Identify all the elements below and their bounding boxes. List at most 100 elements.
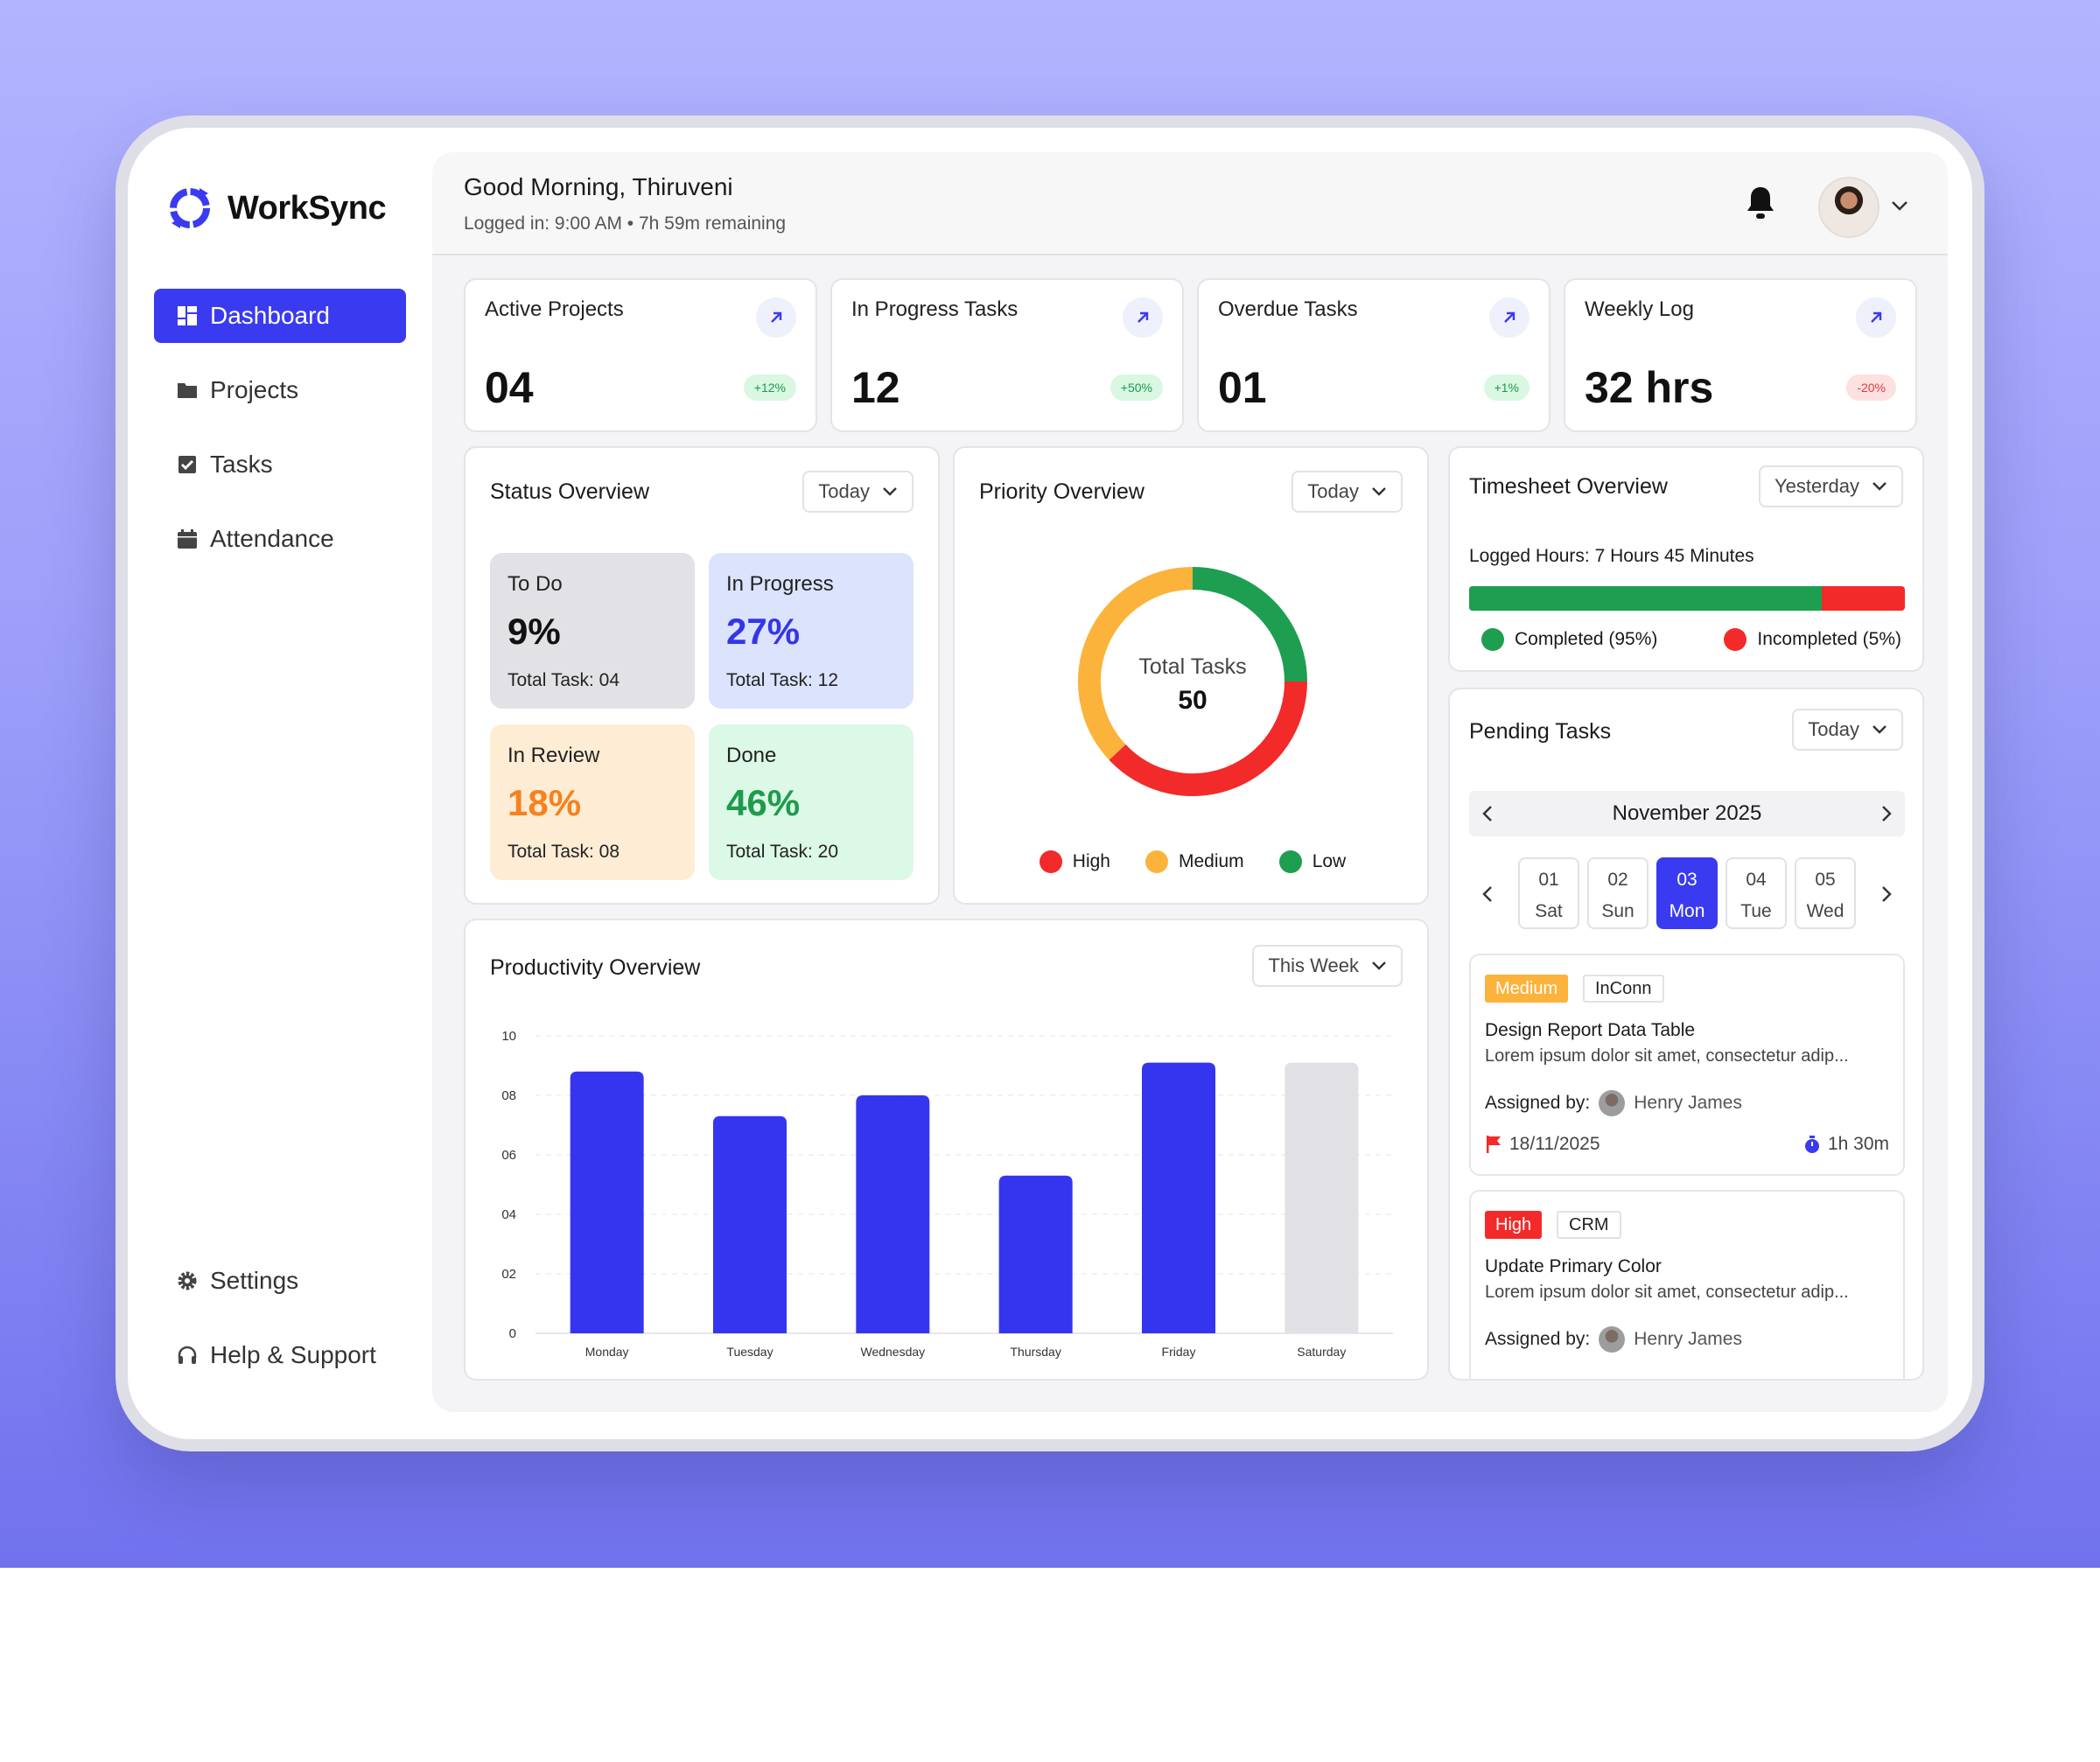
timesheet-overview-card: Timesheet Overview Yesterday Logged Hour… <box>1448 446 1924 672</box>
calendar-icon <box>178 529 197 549</box>
chevron-down-icon[interactable] <box>1890 199 1909 212</box>
day-number: 02 <box>1607 870 1628 890</box>
legend-item-medium: Medium <box>1144 850 1244 873</box>
chevron-right-icon[interactable] <box>1880 805 1893 822</box>
x-tick-label: Tuesday <box>726 1345 773 1359</box>
stat-value: 01 <box>1218 363 1267 412</box>
donut-segment-high[interactable] <box>1109 681 1307 796</box>
timesheet-progress-bar <box>1469 586 1905 611</box>
legend-item-low: Low <box>1278 850 1346 873</box>
bar-thursday[interactable] <box>998 1175 1073 1333</box>
assigned-label: Assigned by: <box>1485 1329 1591 1349</box>
pending-filter-dropdown[interactable]: Today <box>1792 709 1903 751</box>
sidebar-item-label: Projects <box>210 376 299 403</box>
x-tick-label: Friday <box>1162 1345 1196 1359</box>
checkbox-icon <box>178 456 196 473</box>
day-name: Mon <box>1669 901 1705 921</box>
day-selector: 01 Sat 02 Sun 03 Mon 04 Tue 05 Wed <box>1518 857 1859 931</box>
day-04[interactable]: 04 Tue <box>1726 857 1787 929</box>
dropdown-value: Today <box>818 480 870 502</box>
task-title: Design Report Data Table <box>1485 1020 1696 1040</box>
status-tile[interactable]: In Review 18% Total Task: 08 <box>490 724 695 880</box>
productivity-filter-dropdown[interactable]: This Week <box>1252 945 1403 987</box>
priority-tag: Medium <box>1485 975 1569 1003</box>
app-name: WorkSync <box>228 189 387 227</box>
y-tick-label: 04 <box>501 1207 516 1222</box>
status-tile[interactable]: To Do 9% Total Task: 04 <box>490 553 695 709</box>
day-name: Wed <box>1806 901 1844 921</box>
status-filter-dropdown[interactable]: Today <box>802 471 914 513</box>
stat-value: 12 <box>851 363 900 412</box>
tile-total: Total Task: 08 <box>508 842 620 862</box>
status-tile[interactable]: Done 46% Total Task: 20 <box>709 724 914 880</box>
bell-icon[interactable] <box>1743 184 1778 222</box>
app-logo[interactable]: WorkSync <box>166 185 387 232</box>
dropdown-value: Today <box>1808 718 1859 740</box>
arrow-up-right-icon[interactable] <box>756 297 796 338</box>
stat-card-in-progress[interactable]: In Progress Tasks 12 +50% <box>830 278 1184 432</box>
y-tick-label: 06 <box>501 1148 516 1163</box>
bar-saturday[interactable] <box>1284 1062 1359 1333</box>
chevron-right-icon[interactable] <box>1880 885 1893 903</box>
stat-card-active-projects[interactable]: Active Projects 04 +12% <box>464 278 817 432</box>
bar-tuesday[interactable] <box>713 1115 787 1333</box>
donut-segment-medium[interactable] <box>1078 567 1194 760</box>
sidebar-item-dashboard[interactable]: Dashboard <box>154 289 406 343</box>
legend-label: Incompleted (5%) <box>1757 629 1901 649</box>
sidebar-bottom: Settings Help & Support <box>154 1254 406 1402</box>
due-date-text: 18/11/2025 <box>1509 1134 1600 1154</box>
donut-segment-low[interactable] <box>1192 567 1307 682</box>
app-screen: WorkSync Dashboard Projects Tasks Attend… <box>128 128 1972 1439</box>
arrow-up-right-icon[interactable] <box>1856 297 1896 338</box>
sidebar-item-projects[interactable]: Projects <box>154 363 406 417</box>
panel-title: Status Overview <box>490 479 650 504</box>
day-03[interactable]: 03 Mon <box>1656 857 1718 929</box>
task-card[interactable]: Medium InConn Design Report Data Table L… <box>1469 954 1905 1176</box>
tile-name: In Review <box>508 744 600 767</box>
chevron-left-icon[interactable] <box>1481 805 1494 822</box>
session-info: Logged in: 9:00 AM • 7h 59m remaining <box>464 213 787 234</box>
dropdown-value: Today <box>1307 480 1359 502</box>
day-02[interactable]: 02 Sun <box>1587 857 1648 929</box>
task-card[interactable]: High CRM Update Primary Color Lorem ipsu… <box>1469 1190 1905 1379</box>
sidebar-item-attendance[interactable]: Attendance <box>154 512 406 566</box>
productivity-bar-chart: 0 02 04 06 08 10 Monday Tuesday Wednesday Thursda… <box>501 1029 1393 1359</box>
stat-card-weekly-log[interactable]: Weekly Log 32 hrs -20% <box>1564 278 1917 432</box>
assignee-name: Henry James <box>1634 1093 1742 1113</box>
status-tile[interactable]: In Progress 27% Total Task: 12 <box>709 553 914 709</box>
device-frame: WorkSync Dashboard Projects Tasks Attend… <box>116 115 1984 1451</box>
chevron-left-icon[interactable] <box>1481 885 1494 903</box>
timesheet-filter-dropdown[interactable]: Yesterday <box>1758 465 1903 507</box>
project-tag: InConn <box>1583 975 1664 1003</box>
legend-dot <box>1039 850 1062 873</box>
change-badge: +12% <box>743 374 796 401</box>
tile-name: To Do <box>508 572 563 596</box>
sidebar-item-help[interactable]: Help & Support <box>154 1328 406 1382</box>
top-bar: Good Morning, Thiruveni Logged in: 9:00 … <box>432 152 1948 255</box>
avatar[interactable] <box>1818 177 1880 238</box>
bar-monday[interactable] <box>570 1071 644 1333</box>
tile-name: In Progress <box>726 572 834 596</box>
chevron-down-icon <box>1872 725 1886 734</box>
bar-wednesday[interactable] <box>856 1095 930 1333</box>
bar-friday[interactable] <box>1142 1062 1215 1333</box>
day-name: Sat <box>1535 901 1563 921</box>
priority-filter-dropdown[interactable]: Today <box>1292 471 1403 513</box>
legend-label: High <box>1072 851 1110 871</box>
status-overview-card: Status Overview Today To Do 9% Total Task:… <box>464 446 940 905</box>
sidebar-item-tasks[interactable]: Tasks <box>154 437 406 492</box>
sidebar-item-settings[interactable]: Settings <box>154 1254 406 1308</box>
stat-title: Overdue Tasks <box>1218 297 1358 321</box>
stat-card-overdue[interactable]: Overdue Tasks 01 +1% <box>1197 278 1550 432</box>
assigned-label: Assigned by: <box>1485 1093 1591 1113</box>
flag-icon <box>1487 1136 1501 1153</box>
arrow-up-right-icon[interactable] <box>1489 297 1530 338</box>
panel-title: Priority Overview <box>979 479 1144 504</box>
timesheet-legend-item: Completed (95%) <box>1481 628 1657 651</box>
day-05[interactable]: 05 Wed <box>1795 857 1856 929</box>
tile-name: Done <box>726 744 777 767</box>
day-01[interactable]: 01 Sat <box>1518 857 1579 929</box>
change-badge: +50% <box>1110 374 1163 401</box>
sync-logo-icon <box>170 188 210 228</box>
arrow-up-right-icon[interactable] <box>1123 297 1163 338</box>
